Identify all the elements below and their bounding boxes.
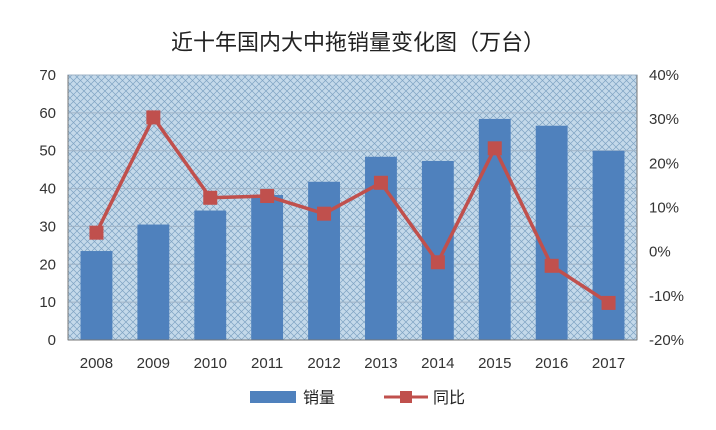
bar-2009 bbox=[137, 224, 170, 340]
chart-title: 近十年国内大中拖销量变化图（万台） bbox=[171, 31, 545, 56]
bar-2010 bbox=[194, 210, 227, 340]
y-left-tick-label: 60 bbox=[39, 105, 56, 122]
legend-bar-swatch bbox=[250, 391, 296, 403]
legend: 销量 同比 bbox=[250, 388, 465, 407]
x-tick-label: 2012 bbox=[307, 355, 340, 372]
x-tick-label: 2010 bbox=[194, 355, 227, 372]
bar-2015 bbox=[478, 118, 511, 341]
x-axis: 2008 2009 2010 2011 2012 2013 2014 2015 2016 2017 bbox=[68, 339, 637, 372]
x-tick-label: 2013 bbox=[364, 355, 397, 372]
line-point-2010 bbox=[203, 190, 218, 205]
line-point-2013 bbox=[373, 175, 388, 190]
legend-bar-label: 销量 bbox=[303, 388, 335, 407]
line-point-2014 bbox=[430, 255, 445, 270]
y-left-tick-label: 50 bbox=[39, 143, 56, 160]
line-point-2012 bbox=[317, 206, 332, 221]
y-right-tick-label: 10% bbox=[649, 200, 679, 217]
bar-2014 bbox=[421, 160, 454, 340]
x-tick-label: 2011 bbox=[251, 355, 283, 372]
y-left-tick-label: 40 bbox=[39, 181, 56, 198]
line-point-2011 bbox=[260, 189, 275, 204]
bar-2016 bbox=[535, 125, 568, 340]
legend-line-marker bbox=[400, 391, 412, 403]
line-point-2008 bbox=[89, 225, 104, 240]
line-path bbox=[94, 115, 610, 305]
x-tick-label: 2016 bbox=[535, 355, 568, 372]
x-tick-label: 2009 bbox=[137, 355, 170, 372]
line-point-2017 bbox=[601, 295, 616, 310]
line-series bbox=[89, 110, 616, 310]
x-tick-label: 2008 bbox=[80, 355, 113, 372]
y-right-tick-label: -20% bbox=[649, 332, 684, 349]
x-tick-label: 2015 bbox=[478, 355, 511, 372]
bar-2012 bbox=[308, 181, 340, 340]
line-point-2016 bbox=[544, 258, 559, 273]
bar-2011 bbox=[251, 195, 284, 340]
x-tick-label: 2017 bbox=[592, 355, 625, 372]
y-axis-left: 0 10 20 30 40 50 60 70 bbox=[39, 67, 69, 349]
bar-2017 bbox=[592, 150, 625, 340]
y-right-tick-label: 30% bbox=[649, 111, 679, 128]
y-left-tick-label: 70 bbox=[39, 67, 56, 84]
x-tick-label: 2014 bbox=[421, 355, 454, 372]
y-left-tick-label: 30 bbox=[39, 218, 56, 235]
legend-line-label: 同比 bbox=[433, 388, 465, 407]
y-right-tick-label: 0% bbox=[649, 244, 671, 261]
y-left-tick-label: 20 bbox=[39, 256, 56, 273]
y-left-tick-label: 10 bbox=[39, 294, 56, 311]
bar-2008 bbox=[80, 251, 113, 340]
line-point-2009 bbox=[146, 110, 161, 125]
y-right-tick-label: 20% bbox=[649, 155, 679, 172]
y-right-tick-label: -10% bbox=[649, 288, 684, 305]
y-axis-right: -20% -10% 0% 10% 20% 30% 40% bbox=[636, 67, 684, 349]
y-left-tick-label: 0 bbox=[48, 332, 56, 349]
y-right-tick-label: 40% bbox=[649, 67, 679, 84]
line-point-2015 bbox=[487, 141, 502, 156]
bar-series bbox=[80, 118, 625, 341]
